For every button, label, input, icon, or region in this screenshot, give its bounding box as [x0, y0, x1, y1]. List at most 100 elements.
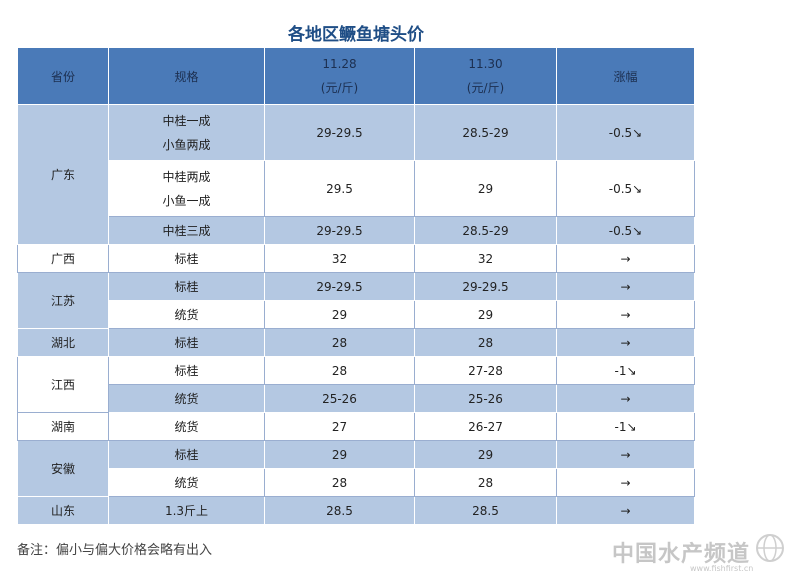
arrow-right-icon: →: [620, 503, 631, 518]
province-cell: 湖北: [17, 328, 109, 357]
change-cell: -0.5↘: [556, 160, 695, 217]
arrow-right-icon: →: [620, 279, 631, 294]
arrow-down-icon: ↘: [632, 181, 643, 196]
spec-cell: 中桂一成 小鱼两成: [108, 104, 265, 161]
arrow-down-icon: ↘: [626, 419, 637, 434]
arrow-down-icon: ↘: [632, 223, 643, 238]
globe-icon: [756, 534, 784, 562]
spec-cell: 统货: [108, 300, 265, 329]
province-cell: 安徽: [17, 440, 109, 497]
arrow-right-icon: →: [620, 475, 631, 490]
price-cell: 28: [264, 328, 415, 357]
table-row: 湖南 统货 27 26-27 -1↘: [17, 412, 695, 441]
spec-line: 小鱼一成: [162, 193, 211, 208]
header-spec: 规格: [108, 47, 265, 105]
price-cell: 28.5: [264, 496, 415, 525]
price-cell: 32: [414, 244, 557, 273]
arrow-right-icon: →: [620, 447, 631, 462]
province-cell: 湖南: [17, 412, 109, 441]
header-province: 省份: [17, 47, 109, 105]
arrow-right-icon: →: [620, 251, 631, 266]
spec-cell: 统货: [108, 384, 265, 413]
province-cell: 广东: [17, 104, 109, 245]
page-title: 各地区鳜鱼塘头价: [288, 25, 424, 45]
province-cell: 江苏: [17, 272, 109, 329]
spec-cell: 标桂: [108, 244, 265, 273]
spec-line: 中桂两成: [162, 169, 211, 184]
price-cell: 29: [414, 300, 557, 329]
table-row: 中桂两成 小鱼一成 29.5 29 -0.5↘: [18, 160, 695, 217]
change-cell: -0.5↘: [556, 216, 695, 245]
table-row: 统货 29 29 →: [18, 300, 695, 329]
change-value: -0.5: [608, 181, 633, 196]
arrow-down-icon: ↘: [626, 363, 637, 378]
change-cell: -1↘: [556, 356, 695, 385]
spec-line: 中桂一成: [162, 113, 211, 128]
province-cell: 江西: [17, 356, 109, 413]
change-cell: →: [556, 272, 695, 301]
table-row: 湖北 标桂 28 28 →: [17, 328, 695, 357]
change-cell: →: [556, 468, 695, 497]
change-cell: →: [556, 496, 695, 525]
spec-cell: 标桂: [108, 328, 265, 357]
watermark-text: 中国水产频道: [612, 542, 751, 567]
header-date1-label: 11.28: [322, 57, 357, 71]
table-header-row: 省份 规格 11.28 (元/斤) 11.30 (元/斤) 涨幅: [17, 47, 695, 105]
province-cell: 山东: [17, 496, 109, 525]
change-cell: -0.5↘: [556, 104, 695, 161]
change-cell: →: [556, 384, 695, 413]
table-row: 广东 中桂一成 小鱼两成 29-29.5 28.5-29 -0.5↘: [17, 104, 695, 245]
change-cell: →: [556, 328, 695, 357]
arrow-down-icon: ↘: [632, 125, 643, 140]
table-row: 江西 标桂 28 27-28 -1↘: [17, 356, 695, 413]
price-cell: 29: [414, 440, 557, 469]
price-cell: 27: [264, 412, 415, 441]
table-row: 广西 标桂 32 32 →: [17, 244, 695, 273]
watermark-logo: 中国水产频道 www.fishfirst.cn: [612, 530, 784, 574]
price-cell: 29.5: [264, 160, 415, 217]
arrow-right-icon: →: [620, 391, 631, 406]
price-cell: 28.5-29: [414, 104, 557, 161]
header-date1: 11.28 (元/斤): [264, 47, 415, 105]
price-cell: 32: [264, 244, 415, 273]
header-date1-unit: (元/斤): [320, 81, 359, 95]
price-cell: 29-29.5: [264, 272, 415, 301]
spec-cell: 标桂: [108, 356, 265, 385]
price-cell: 25-26: [264, 384, 415, 413]
header-date2-label: 11.30: [468, 57, 503, 71]
table-row: 安徽 标桂 29 29 →: [17, 440, 695, 497]
table-row: 江苏 标桂 29-29.5 29-29.5 →: [17, 272, 695, 329]
price-cell: 28.5-29: [414, 216, 557, 245]
watermark-sub: www.fishfirst.cn: [690, 564, 754, 573]
spec-cell: 中桂两成 小鱼一成: [108, 160, 265, 217]
change-cell: →: [556, 244, 695, 273]
price-cell: 25-26: [414, 384, 557, 413]
spec-cell: 1.3斤上: [108, 496, 265, 525]
change-cell: -1↘: [556, 412, 695, 441]
price-cell: 26-27: [414, 412, 557, 441]
table-row: 中桂三成 29-29.5 28.5-29 -0.5↘: [18, 216, 695, 245]
header-date2: 11.30 (元/斤): [414, 47, 557, 105]
change-value: -1: [614, 419, 627, 434]
spec-cell: 中桂三成: [108, 216, 265, 245]
spec-cell: 标桂: [108, 440, 265, 469]
price-cell: 28.5: [414, 496, 557, 525]
spec-line: 小鱼两成: [162, 137, 211, 152]
province-cell: 广西: [17, 244, 109, 273]
change-value: -1: [614, 363, 627, 378]
price-cell: 28: [264, 356, 415, 385]
price-cell: 29-29.5: [264, 104, 415, 161]
table-row: 统货 25-26 25-26 →: [18, 384, 695, 413]
change-cell: →: [556, 440, 695, 469]
header-date2-unit: (元/斤): [466, 81, 505, 95]
price-table: 省份 规格 11.28 (元/斤) 11.30 (元/斤) 涨幅 广东 中桂一成…: [17, 47, 695, 525]
price-cell: 28: [414, 468, 557, 497]
spec-cell: 统货: [108, 468, 265, 497]
price-cell: 28: [414, 328, 557, 357]
footnote: 备注：偏小与偏大价格会略有出入: [17, 543, 213, 558]
price-cell: 27-28: [414, 356, 557, 385]
change-value: -0.5: [608, 223, 633, 238]
price-cell: 28: [264, 468, 415, 497]
spec-cell: 标桂: [108, 272, 265, 301]
price-cell: 29: [414, 160, 557, 217]
